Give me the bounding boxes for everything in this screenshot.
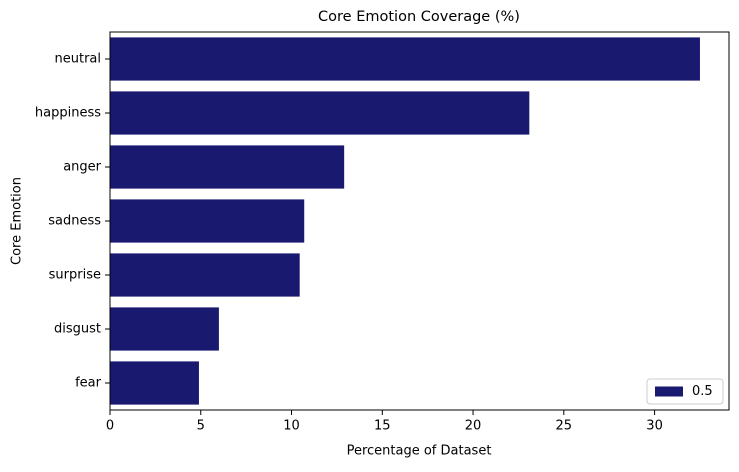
x-tick-label: 15 <box>374 419 391 434</box>
plot-frame <box>109 31 730 411</box>
legend-box <box>646 378 724 405</box>
y-tick-label: surprise <box>49 268 101 283</box>
bar <box>110 199 305 243</box>
y-axis-label: Core Emotion <box>10 177 25 265</box>
y-tick-label: fear <box>75 376 102 391</box>
x-tick-label: 5 <box>197 419 205 434</box>
chart-title: Core Emotion Coverage (%) <box>318 9 520 25</box>
x-tick-label: 0 <box>106 419 114 434</box>
bar <box>110 145 345 189</box>
bar <box>110 361 199 405</box>
legend-label: 0.5 <box>692 384 713 399</box>
y-tick-label: happiness <box>35 106 101 121</box>
bar <box>110 37 700 81</box>
x-tick-label: 10 <box>283 419 300 434</box>
legend-swatch <box>655 386 683 397</box>
y-tick-label: anger <box>63 160 101 175</box>
y-tick-label: sadness <box>48 214 101 229</box>
x-axis-label: Percentage of Dataset <box>347 444 492 459</box>
x-tick-label: 20 <box>465 419 482 434</box>
x-tick-label: 25 <box>556 419 573 434</box>
bar <box>110 307 219 351</box>
y-tick-label: neutral <box>55 52 102 67</box>
bar <box>110 253 300 297</box>
bar <box>110 91 530 135</box>
x-tick-label: 30 <box>646 419 663 434</box>
y-tick-label: disgust <box>54 322 101 337</box>
